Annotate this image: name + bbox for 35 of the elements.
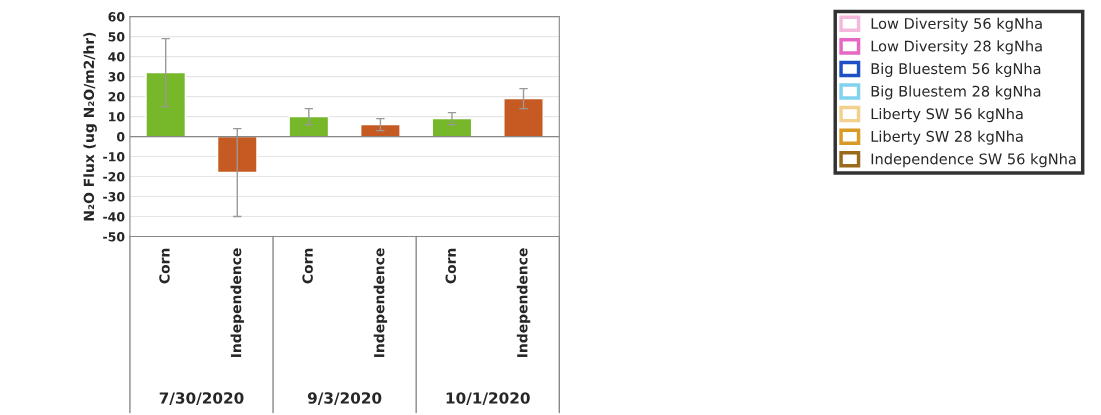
y-tick-label: 30: [108, 72, 125, 82]
y-tick-label: 20: [108, 92, 125, 102]
y-tick-label: -50: [103, 232, 125, 242]
y-tick-label: -20: [103, 172, 125, 182]
bar: [360, 123, 401, 138]
x-tick-label: Independence: [230, 248, 244, 357]
y-tick-label: 10: [109, 112, 125, 122]
y-tick-label: -30: [103, 192, 125, 202]
legend-label: Low Diversity 56 kgNha: [871, 17, 1042, 32]
y-tick-label: 40: [108, 52, 125, 62]
legend-label: Liberty SW 28 kgNha: [871, 130, 1023, 145]
y-tick-label: -10: [103, 152, 125, 162]
legend-label: Independence SW 56 kgNha: [871, 153, 1076, 168]
bar: [503, 97, 544, 138]
x-tick-label: Corn: [159, 248, 170, 284]
y-axis-title: N₂O Flux (ug N₂O/m2/hr): [83, 32, 97, 221]
y-tick-label: 60: [108, 12, 125, 22]
legend-label: Big Bluestem 28 kgNha: [871, 85, 1041, 100]
y-tick-label: -40: [103, 212, 125, 222]
legend-label: Big Bluestem 56 kgNha: [871, 62, 1041, 77]
text: 10/1/2020: [446, 392, 530, 405]
legend-label: Low Diversity 28 kgNha: [871, 40, 1042, 55]
text: 9/3/2020: [307, 392, 382, 405]
legend-label: Liberty SW 56 kgNha: [871, 108, 1023, 123]
x-tick-label: Corn: [445, 248, 456, 284]
x-tick-label: Independence: [516, 248, 531, 357]
x-tick-label: Corn: [302, 248, 313, 284]
bar: [216, 135, 258, 174]
y-tick-label: 0: [116, 132, 125, 142]
bar: [431, 117, 473, 138]
bar: [288, 115, 330, 138]
y-tick-label: 50: [108, 32, 125, 42]
x-tick-label: Independence: [373, 248, 388, 357]
text: 7/30/2020: [159, 392, 244, 405]
bar: [145, 71, 187, 138]
